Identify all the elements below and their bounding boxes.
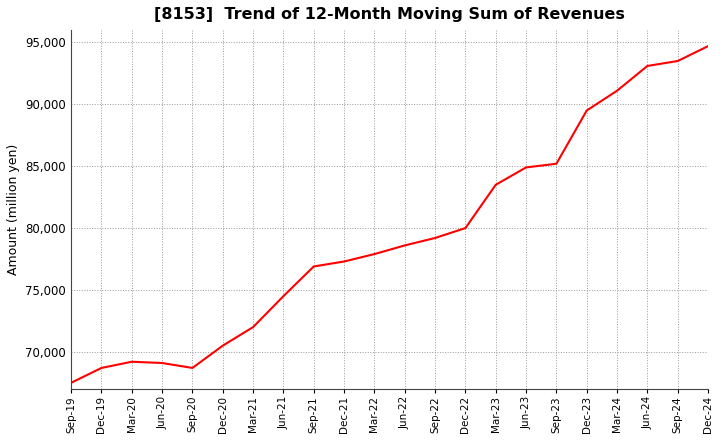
Title: [8153]  Trend of 12-Month Moving Sum of Revenues: [8153] Trend of 12-Month Moving Sum of R… bbox=[154, 7, 625, 22]
Y-axis label: Amount (million yen): Amount (million yen) bbox=[7, 144, 20, 275]
